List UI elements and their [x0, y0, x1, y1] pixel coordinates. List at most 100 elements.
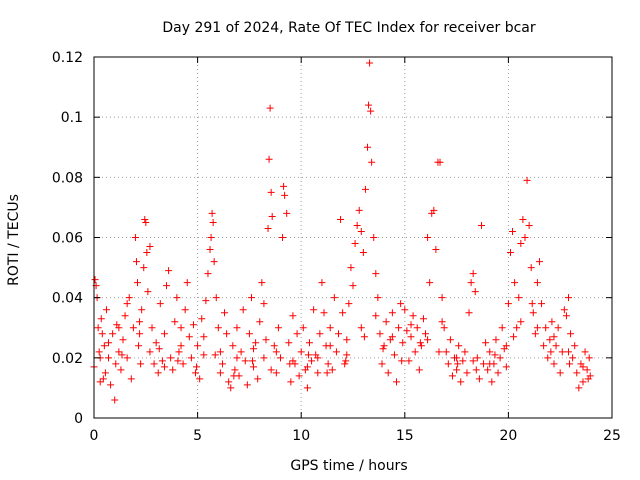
- data-point: [192, 369, 200, 377]
- x-tick-label: 25: [603, 428, 621, 444]
- data-point: [438, 294, 446, 302]
- data-point: [310, 306, 318, 314]
- data-point: [256, 318, 264, 326]
- y-tick-label: 0.12: [52, 50, 83, 66]
- data-point: [531, 330, 539, 338]
- data-point: [528, 300, 536, 308]
- data-point: [504, 300, 512, 308]
- data-point: [364, 143, 372, 151]
- data-point: [245, 330, 253, 338]
- data-point: [185, 333, 193, 341]
- data-point: [146, 243, 154, 251]
- data-point: [548, 318, 556, 326]
- data-point: [393, 378, 401, 386]
- data-point: [440, 324, 448, 332]
- data-point: [419, 315, 427, 323]
- data-point: [289, 357, 297, 365]
- data-point: [204, 270, 212, 278]
- data-point: [107, 381, 115, 389]
- data-point: [550, 333, 558, 341]
- data-point: [378, 360, 386, 368]
- data-point: [229, 342, 237, 350]
- data-point: [488, 378, 496, 386]
- data-point: [361, 185, 369, 193]
- data-point: [171, 318, 179, 326]
- data-point: [143, 249, 151, 257]
- data-point: [398, 357, 406, 365]
- data-point: [111, 396, 119, 404]
- data-point: [380, 342, 388, 350]
- data-point: [426, 279, 434, 287]
- data-point: [359, 249, 367, 257]
- data-point: [453, 366, 461, 374]
- data-point: [272, 348, 280, 356]
- data-point: [510, 333, 518, 341]
- data-point: [193, 363, 201, 371]
- data-point: [276, 354, 284, 362]
- data-point: [382, 318, 390, 326]
- data-point: [249, 357, 257, 365]
- data-point: [390, 351, 398, 359]
- data-point: [101, 369, 109, 377]
- data-point: [209, 218, 217, 226]
- data-point: [91, 276, 99, 284]
- data-point: [533, 324, 541, 332]
- data-point: [498, 324, 506, 332]
- data-point: [127, 375, 135, 383]
- data-point: [254, 375, 262, 383]
- data-point: [517, 318, 525, 326]
- data-point: [258, 279, 266, 287]
- data-point: [175, 348, 183, 356]
- data-point: [430, 206, 438, 214]
- data-point: [136, 318, 144, 326]
- data-point: [579, 378, 587, 386]
- data-point: [314, 369, 322, 377]
- data-point: [558, 348, 566, 356]
- data-point: [494, 369, 502, 377]
- data-point: [424, 336, 432, 344]
- data-point: [274, 324, 282, 332]
- data-point: [115, 324, 123, 332]
- data-point: [94, 324, 102, 332]
- data-point: [279, 234, 287, 241]
- data-point: [163, 282, 171, 290]
- data-point: [208, 209, 216, 217]
- data-point: [442, 348, 450, 356]
- data-point: [216, 369, 224, 377]
- data-point: [136, 330, 144, 338]
- data-point: [181, 306, 189, 314]
- data-point: [326, 324, 334, 332]
- data-point: [347, 264, 355, 272]
- y-tick-label: 0: [74, 411, 83, 427]
- data-point: [546, 336, 554, 344]
- data-point: [411, 348, 419, 356]
- data-point: [212, 294, 220, 302]
- data-point: [569, 354, 577, 362]
- data-point: [584, 375, 592, 383]
- data-point: [343, 336, 351, 344]
- data-point: [119, 336, 127, 344]
- data-point: [374, 294, 382, 302]
- x-tick-labels: 0 5 10 15 20 25: [90, 428, 621, 444]
- data-point: [417, 342, 425, 350]
- data-point: [370, 234, 378, 241]
- data-point: [293, 330, 301, 338]
- data-point: [397, 300, 405, 308]
- data-point: [287, 378, 295, 386]
- data-point: [200, 351, 208, 359]
- data-point: [95, 348, 103, 356]
- data-point: [187, 354, 195, 362]
- data-point: [471, 288, 479, 296]
- data-point: [422, 330, 430, 338]
- data-point: [214, 324, 222, 332]
- data-point: [177, 342, 185, 350]
- data-point: [571, 342, 579, 350]
- data-point: [198, 315, 206, 323]
- data-point: [99, 375, 107, 383]
- data-point: [218, 360, 226, 368]
- x-tick-label: 0: [90, 428, 99, 444]
- data-point: [465, 309, 473, 317]
- data-point: [581, 348, 589, 356]
- data-point: [303, 384, 311, 392]
- data-point: [270, 342, 278, 350]
